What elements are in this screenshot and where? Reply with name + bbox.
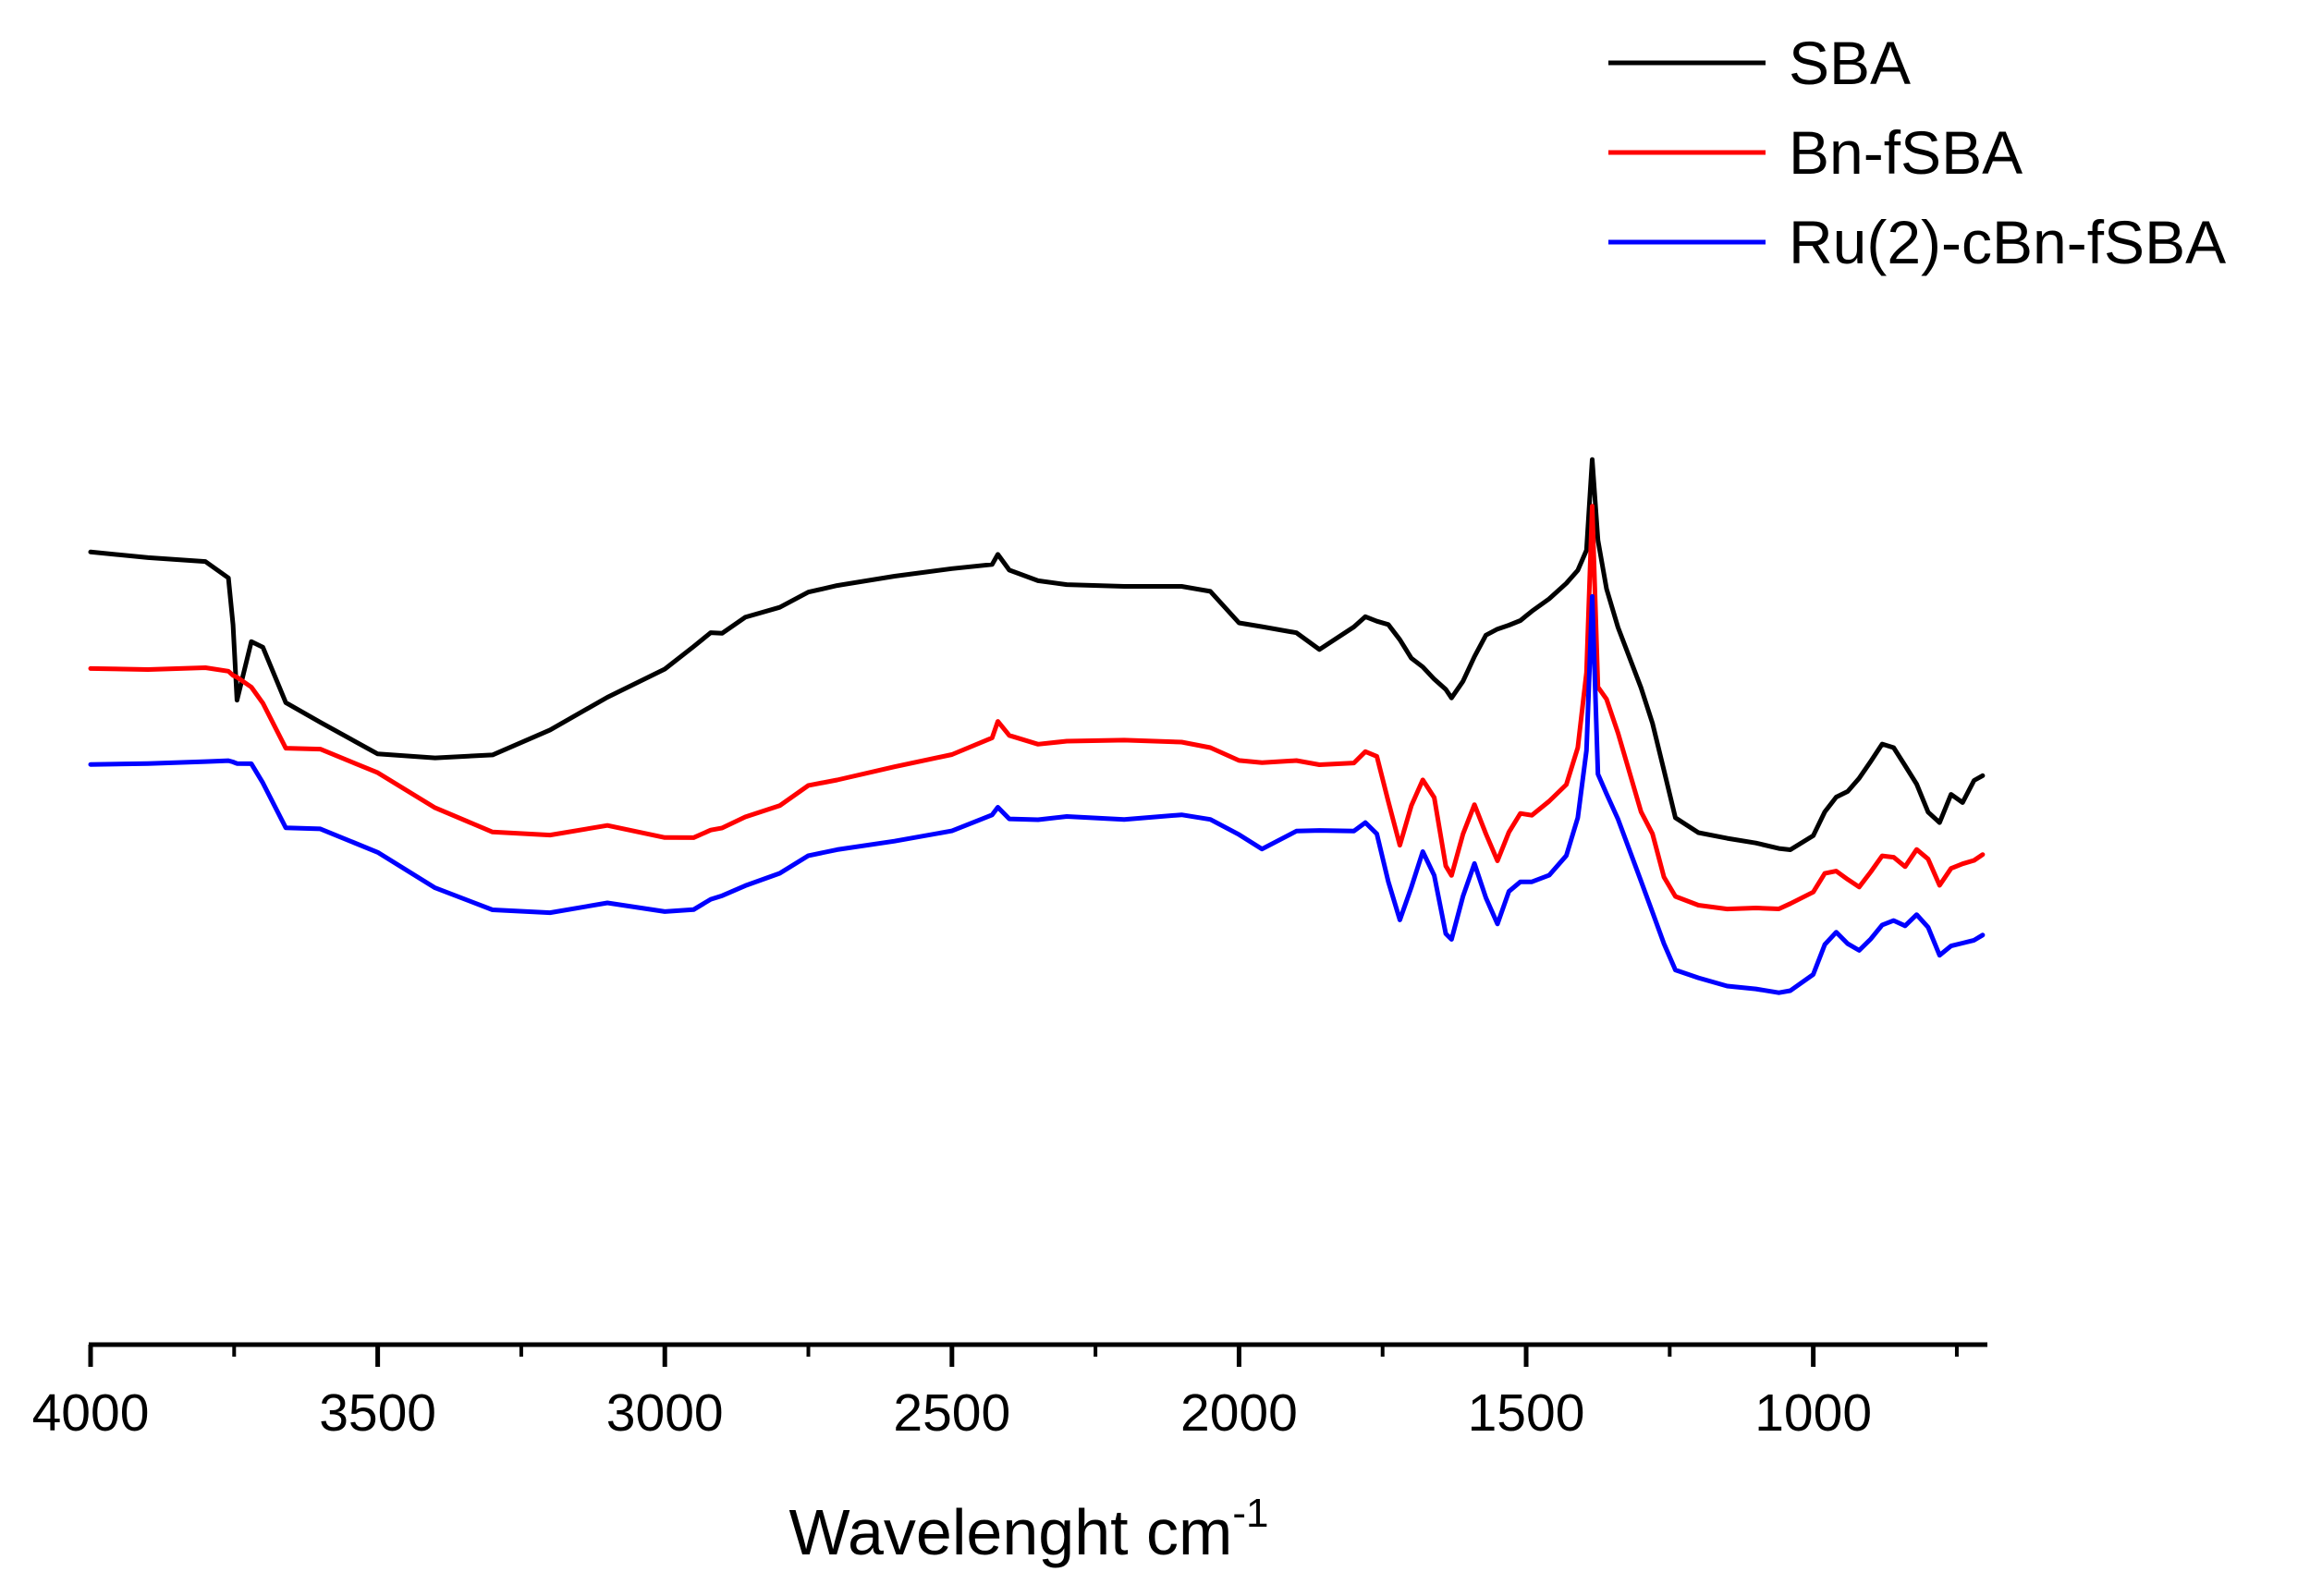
legend: SBA Bn-fSBA Ru(2)-cBn-fSBA: [1608, 29, 2226, 276]
x-axis-title-superscript: -1: [1232, 1491, 1268, 1536]
x-tick-label: 2000: [1180, 1383, 1298, 1443]
series-line-sba: [88, 457, 1986, 852]
series-line-bn-fsba: [88, 504, 1986, 912]
series-line-ru-2-cbn-fsba: [88, 593, 1986, 995]
legend-label: Bn-fSBA: [1789, 118, 2023, 187]
x-axis-title-text: Wavelenght cm: [789, 1496, 1233, 1568]
x-axis-title: Wavelenght cm-1: [789, 1491, 1269, 1568]
x-tick-label: 2500: [893, 1383, 1010, 1443]
x-tick-label: 4000: [32, 1383, 150, 1443]
x-tick-label: 3000: [606, 1383, 724, 1443]
legend-label: Ru(2)-cBn-fSBA: [1789, 208, 2226, 276]
series-layer: [88, 457, 1986, 995]
x-axis: 4000 3500 3000 2500 2000 1500 1000: [32, 1342, 1987, 1443]
legend-label: SBA: [1789, 29, 1911, 97]
x-tick-label: 1500: [1468, 1383, 1585, 1443]
x-tick-label: 3500: [319, 1383, 436, 1443]
x-tick-label: 1000: [1754, 1383, 1872, 1443]
